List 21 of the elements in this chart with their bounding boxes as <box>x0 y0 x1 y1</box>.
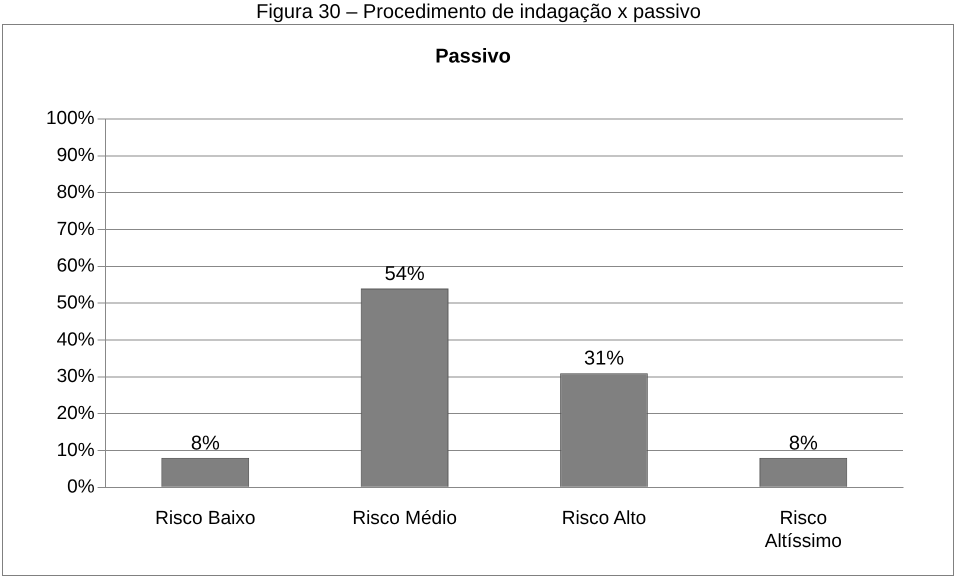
y-tick-label: 50% <box>56 292 95 314</box>
y-tick-label: 30% <box>56 366 95 388</box>
x-tick-label: Risco Médio <box>352 508 457 530</box>
y-tick-label: 0% <box>67 476 95 498</box>
data-label: 8% <box>190 432 220 454</box>
y-tick-label: 100% <box>46 108 95 130</box>
data-label: 31% <box>584 348 624 370</box>
y-tick-label: 60% <box>56 256 95 277</box>
chart-title: Passivo <box>435 46 511 68</box>
text: Figura 30 – Procedimento de indagação x passivo <box>255 0 702 24</box>
data-label: 8% <box>788 432 818 454</box>
y-tick-label: 40% <box>56 329 95 350</box>
y-tick-label: 20% <box>56 402 95 424</box>
x-tick-label: Risco Baixo <box>155 508 256 530</box>
y-tick-label: 80% <box>56 182 95 203</box>
y-tick-label: 90% <box>56 145 95 166</box>
x-tick-label: Risco Altíssimo <box>764 508 842 552</box>
x-tick-label: Risco Alto <box>562 508 646 530</box>
data-label: 54% <box>384 262 425 285</box>
y-tick-label: 10% <box>56 440 95 461</box>
y-tick-label: 70% <box>56 218 95 240</box>
